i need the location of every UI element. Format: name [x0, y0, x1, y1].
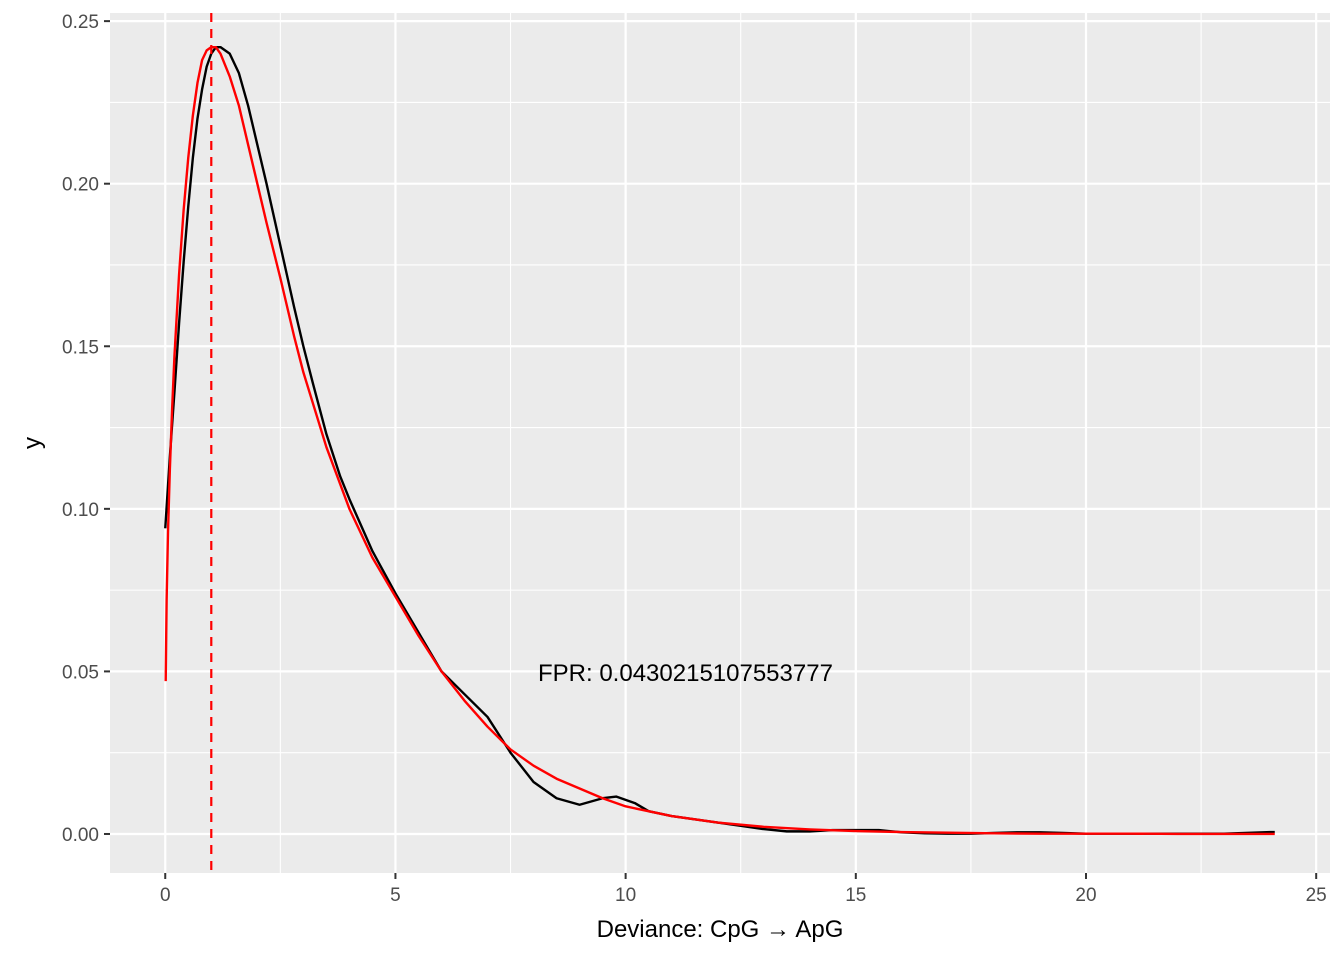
x-axis-title: Deviance: CpG → ApG: [597, 916, 844, 943]
x-tick-label: 25: [1306, 885, 1327, 906]
y-axis-title: y: [19, 437, 46, 449]
minor-gridlines: [110, 13, 1330, 873]
x-tick-label: 15: [845, 885, 866, 906]
x-tick-label: 5: [390, 885, 401, 906]
major-gridlines: [110, 13, 1330, 873]
x-tick-label: 10: [615, 885, 636, 906]
y-tick-label: 0.05: [62, 662, 99, 683]
x-axis: 0 5 10 15 20 25: [160, 873, 1327, 906]
y-tick-label: 0.10: [62, 500, 99, 521]
panel-background: [110, 13, 1330, 873]
series-layer: [164, 45, 1275, 836]
x-tick-label: 20: [1075, 885, 1096, 906]
fpr-annotation: FPR: 0.0430215107553777: [538, 660, 833, 687]
y-tick-label: 0.20: [62, 175, 99, 196]
y-tick-label: 0.25: [62, 12, 99, 33]
y-tick-label: 0.00: [62, 825, 99, 846]
y-tick-label: 0.15: [62, 337, 99, 358]
annotation-layer: FPR: 0.0430215107553777: [538, 660, 833, 687]
x-tick-label: 0: [160, 885, 171, 906]
fitted-curve-red: [164, 45, 1275, 836]
y-axis: 0.00 0.05 0.10 0.15 0.20 0.25: [62, 12, 110, 846]
